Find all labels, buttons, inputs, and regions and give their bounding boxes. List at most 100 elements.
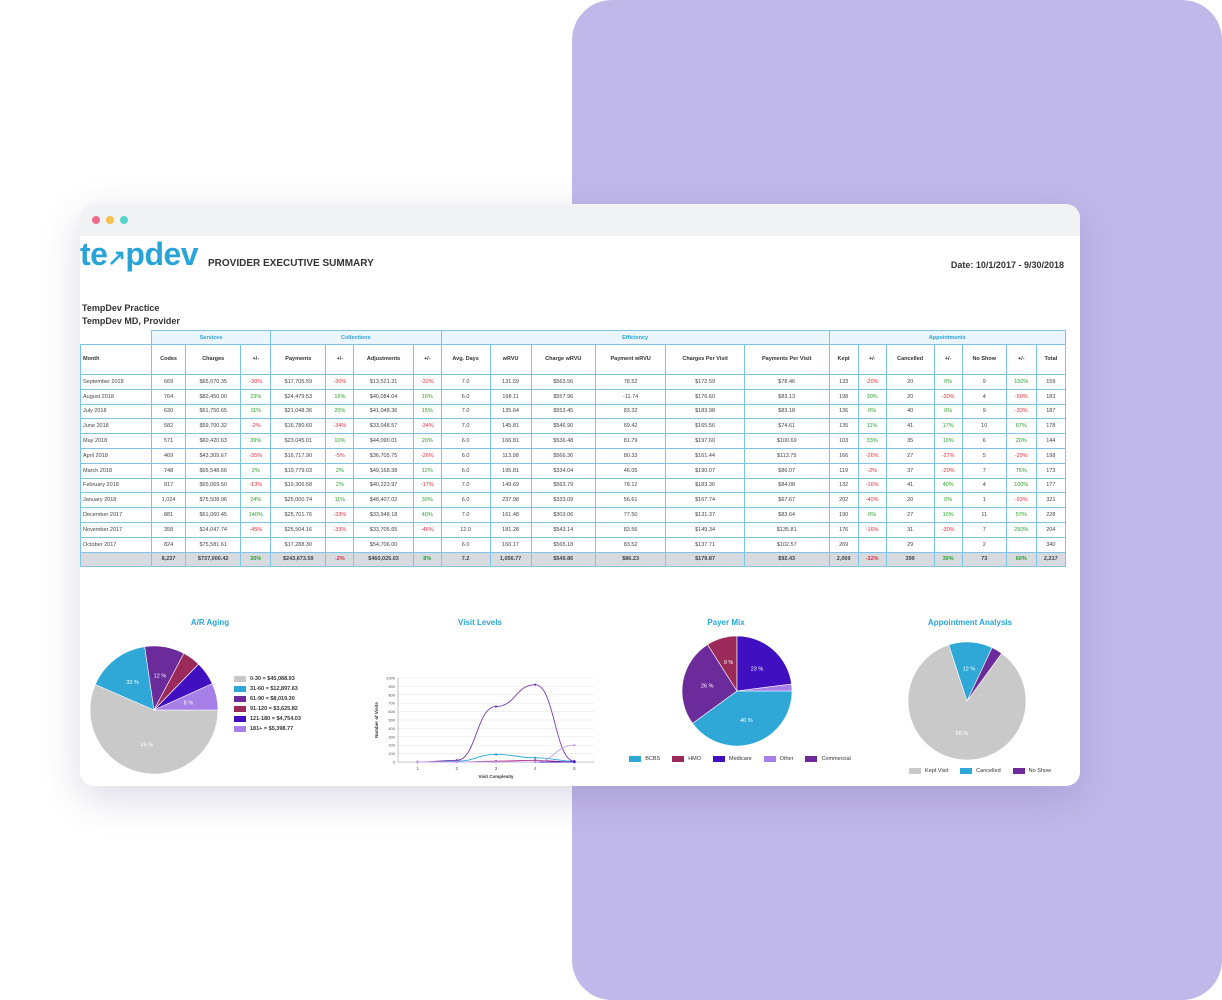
value-cell: $149.34	[665, 521, 745, 538]
column-header[interactable]: wRVU	[489, 344, 532, 375]
provider-name: TempDev MD, Provider	[82, 316, 180, 326]
table-row: November 2017 358 $14,047.74 -45% $25,504.16…	[80, 521, 1067, 538]
value-cell: 6.0	[440, 447, 491, 464]
practice-info: TempDev Practice TempDev MD, Provider	[82, 302, 180, 328]
column-header[interactable]: +/-	[412, 344, 442, 375]
value-cell: 20	[885, 374, 935, 390]
value-cell: 10	[961, 418, 1007, 435]
value-cell: $60,420.63	[185, 433, 242, 449]
value-cell: -50%	[1005, 388, 1037, 405]
value-cell: 0%	[857, 507, 887, 523]
pie-slice	[736, 635, 792, 692]
value-cell: 764	[151, 388, 187, 405]
total-cell: $460,025.03	[353, 551, 414, 568]
value-cell: 39%	[412, 492, 442, 509]
column-header[interactable]: +/-	[933, 344, 963, 375]
value-cell: 12.0	[440, 521, 491, 538]
table-row: October 2017 824 $75,581.61 $17,288.30 $54,7…	[80, 536, 1067, 553]
value-cell: $43,309.67	[185, 447, 242, 464]
value-cell: $61,750.65	[185, 403, 242, 420]
value-cell: $161.44	[665, 447, 745, 464]
column-header[interactable]: Cancelled	[885, 344, 935, 375]
legend-item[interactable]: Kept Visit	[909, 768, 948, 774]
legend-item[interactable]: 31-60 = $12,897.63	[234, 686, 301, 692]
column-header[interactable]: +/-	[1005, 344, 1037, 375]
column-header[interactable]: +/-	[240, 344, 272, 375]
y-tick-label: 900	[388, 684, 395, 689]
table-row: March 2018 748 $65,548.66 2% $19,779.03 2% $49…	[80, 462, 1067, 479]
value-cell: $65,069.50	[185, 477, 242, 494]
value-cell: 77.50	[594, 507, 667, 523]
value-cell: 630	[151, 403, 187, 420]
pie-slice	[94, 646, 155, 711]
column-header[interactable]: Charge wRVU	[530, 344, 596, 375]
value-cell: 0%	[933, 492, 963, 509]
month-cell: April 2018	[80, 447, 153, 464]
value-cell: 195.81	[489, 462, 532, 479]
value-cell: 30%	[857, 388, 887, 405]
column-header[interactable]: Total	[1035, 344, 1067, 375]
value-cell: 57%	[1005, 507, 1037, 523]
legend-item[interactable]: 121-180 = $4,754.03	[234, 716, 301, 722]
value-cell: 140%	[240, 507, 272, 523]
slice-label: 23 %	[751, 666, 764, 672]
legend-item[interactable]: 61-90 = $8,019.30	[234, 696, 301, 702]
column-header[interactable]: Charges Per Visit	[665, 344, 745, 375]
column-header[interactable]: +/-	[325, 344, 355, 375]
ar-aging-title: A/R Aging	[190, 618, 230, 627]
column-header[interactable]: Month	[80, 344, 153, 375]
value-cell: 131.59	[489, 374, 532, 390]
minimize-dot[interactable]	[106, 216, 114, 224]
value-cell: 11	[961, 507, 1007, 523]
legend-label: HMO	[688, 756, 702, 762]
column-header[interactable]: Adjustments	[353, 344, 414, 375]
ar-aging-chart: 45 % 33 % 12 % 8 %	[89, 645, 219, 775]
close-dot[interactable]	[92, 216, 100, 224]
legend-label: Medicare	[729, 756, 752, 762]
legend-item[interactable]: Other	[763, 756, 793, 762]
column-header[interactable]: Payment wRVU	[594, 344, 667, 375]
legend-item[interactable]: Cancelled	[960, 768, 1001, 774]
legend-item[interactable]: 181+ = $5,398.77	[234, 726, 301, 732]
value-cell: 80.33	[594, 447, 667, 464]
value-cell: 178	[1035, 418, 1067, 435]
value-cell: 183	[1035, 388, 1067, 405]
payer-mix-title: Payer Mix	[707, 618, 745, 627]
appointment-chart: 85 % 12 %	[907, 641, 1027, 761]
total-cell: $243,673.59	[270, 551, 327, 568]
legend-item[interactable]: 0-30 = $45,088.93	[234, 676, 301, 682]
legend-item[interactable]: 91-120 = $3,625.82	[234, 706, 301, 712]
value-cell: 4	[961, 388, 1007, 405]
legend-item[interactable]: No Show	[1012, 768, 1051, 774]
column-header[interactable]: Charges	[185, 344, 242, 375]
legend-item[interactable]: Commercial	[805, 756, 851, 762]
column-header[interactable]: Avg. Days	[440, 344, 491, 375]
column-header[interactable]: Codes	[151, 344, 187, 375]
column-header[interactable]: Kept	[828, 344, 859, 375]
legend-label: 91-120 = $3,625.82	[250, 706, 298, 712]
column-header[interactable]: +/-	[857, 344, 887, 375]
legend-item[interactable]: BCBS	[629, 756, 660, 762]
legend-item[interactable]: HMO	[672, 756, 701, 762]
legend-item[interactable]: Medicare	[713, 756, 752, 762]
value-cell: 40%	[412, 507, 442, 523]
value-cell: $75,508.96	[185, 492, 242, 509]
column-header[interactable]: Payments	[270, 344, 327, 375]
value-cell: 100%	[1005, 477, 1037, 494]
total-cell: 1,056.77	[489, 551, 532, 568]
legend-label: 0-30 = $45,088.93	[250, 676, 295, 682]
value-cell: -26%	[412, 447, 442, 464]
total-cell: 8,237	[151, 551, 187, 568]
value-cell: $113.75	[743, 447, 830, 464]
visit-levels-title: Visit Levels	[458, 618, 502, 627]
value-cell: -33%	[325, 507, 355, 523]
column-header[interactable]: Payments Per Visit	[743, 344, 830, 375]
legend-swatch	[960, 768, 973, 774]
maximize-dot[interactable]	[120, 216, 128, 224]
column-header[interactable]: No Show	[961, 344, 1007, 375]
value-cell: 6.0	[440, 462, 491, 479]
value-cell: 340	[1035, 536, 1067, 553]
total-cell: 30%	[240, 551, 272, 568]
value-cell: $546.90	[530, 418, 596, 435]
value-cell: $19,779.03	[270, 462, 327, 479]
